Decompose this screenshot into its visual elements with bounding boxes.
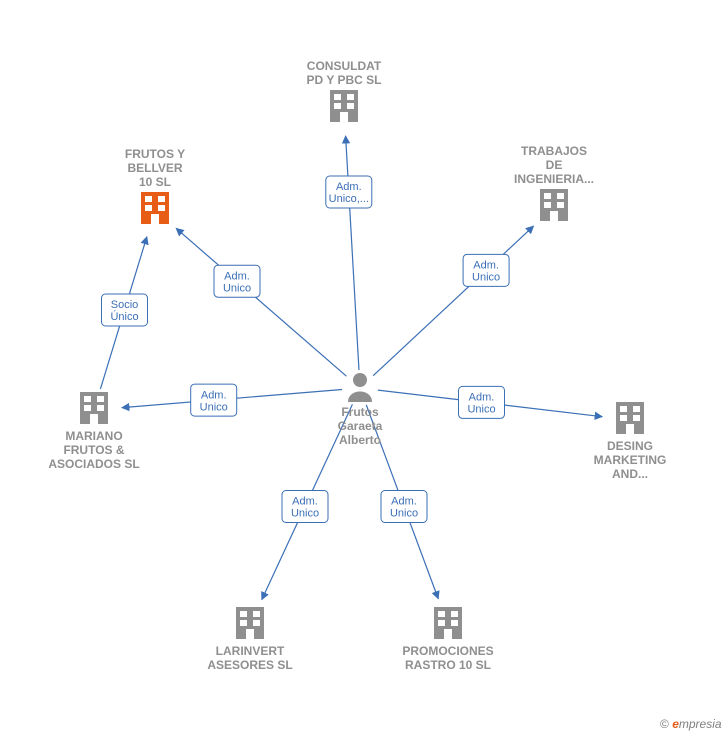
edge-label: Adm.Unico: [191, 384, 237, 416]
node-label: LARINVERTASESORES SL: [207, 644, 292, 672]
credit: © empresia: [660, 717, 722, 731]
node-label: PROMOCIONESRASTRO 10 SL: [402, 644, 493, 672]
svg-text:10 SL: 10 SL: [139, 175, 171, 189]
svg-text:Unico: Unico: [390, 508, 418, 520]
node-label: DESINGMARKETINGAND...: [594, 439, 667, 481]
svg-text:Unico: Unico: [200, 401, 228, 413]
svg-text:Unico: Unico: [223, 282, 251, 294]
building-icon: [80, 392, 108, 424]
svg-text:Único: Único: [110, 310, 138, 323]
building-icon: [236, 607, 264, 639]
svg-text:© empresia: © empresia: [660, 717, 722, 731]
edge-label: Adm.Unico,...: [326, 176, 372, 208]
building-icon: [330, 90, 358, 122]
edge: [346, 136, 359, 370]
svg-text:BELLVER: BELLVER: [127, 161, 182, 175]
svg-text:CONSULDAT: CONSULDAT: [307, 59, 382, 73]
edge-label: SocioÚnico: [102, 294, 148, 326]
node-label: FRUTOS YBELLVER10 SL: [125, 147, 185, 189]
svg-text:Adm.: Adm.: [391, 496, 417, 508]
svg-text:FRUTOS &: FRUTOS &: [63, 443, 124, 457]
edge-label: Adm.Unico: [459, 386, 505, 418]
svg-text:RASTRO 10 SL: RASTRO 10 SL: [405, 658, 491, 672]
building-icon: [434, 607, 462, 639]
svg-text:MARIANO: MARIANO: [65, 429, 122, 443]
edge: [373, 226, 533, 376]
svg-text:INGENIERIA...: INGENIERIA...: [514, 172, 594, 186]
svg-text:Unico: Unico: [472, 272, 500, 284]
building-icon: [141, 192, 169, 224]
person-icon: [348, 373, 372, 402]
svg-text:LARINVERT: LARINVERT: [216, 644, 285, 658]
node-label: TRABAJOSDEINGENIERIA...: [514, 144, 594, 186]
svg-text:DE: DE: [546, 158, 563, 172]
center-label: Garaeta: [338, 419, 383, 433]
edge: [176, 228, 346, 376]
node-label: MARIANOFRUTOS &ASOCIADOS SL: [48, 429, 139, 471]
svg-text:PROMOCIONES: PROMOCIONES: [402, 644, 493, 658]
building-icon: [616, 402, 644, 434]
svg-text:Adm.: Adm.: [292, 496, 318, 508]
network-diagram: Adm.UnicoAdm.Unico,...Adm.UnicoAdm.Unico…: [0, 0, 728, 740]
svg-text:Unico: Unico: [467, 404, 495, 416]
svg-text:TRABAJOS: TRABAJOS: [521, 144, 587, 158]
svg-text:FRUTOS Y: FRUTOS Y: [125, 147, 185, 161]
svg-text:Adm.: Adm.: [469, 392, 495, 404]
edge-label: Adm.Unico: [282, 491, 328, 523]
edge-label: Adm.Unico: [214, 265, 260, 297]
center-label: Frutos: [341, 405, 379, 419]
svg-text:Adm.: Adm.: [473, 260, 499, 272]
svg-text:ASESORES SL: ASESORES SL: [207, 658, 292, 672]
edge-label: Adm.Unico: [381, 491, 427, 523]
center-label: Alberto: [339, 433, 381, 447]
svg-text:PD Y PBC SL: PD Y PBC SL: [307, 73, 382, 87]
svg-text:Unico,...: Unico,...: [329, 193, 369, 205]
svg-text:Adm.: Adm.: [336, 181, 362, 193]
svg-text:Adm.: Adm.: [201, 389, 227, 401]
building-icon: [540, 189, 568, 221]
node-label: CONSULDATPD Y PBC SL: [307, 59, 382, 87]
svg-text:Adm.: Adm.: [224, 270, 250, 282]
svg-text:Socio: Socio: [111, 299, 139, 311]
svg-text:MARKETING: MARKETING: [594, 453, 667, 467]
edge-label: Adm.Unico: [463, 254, 509, 286]
svg-text:ASOCIADOS SL: ASOCIADOS SL: [48, 457, 139, 471]
svg-text:DESING: DESING: [607, 439, 653, 453]
svg-text:Unico: Unico: [291, 508, 319, 520]
svg-text:AND...: AND...: [612, 467, 648, 481]
